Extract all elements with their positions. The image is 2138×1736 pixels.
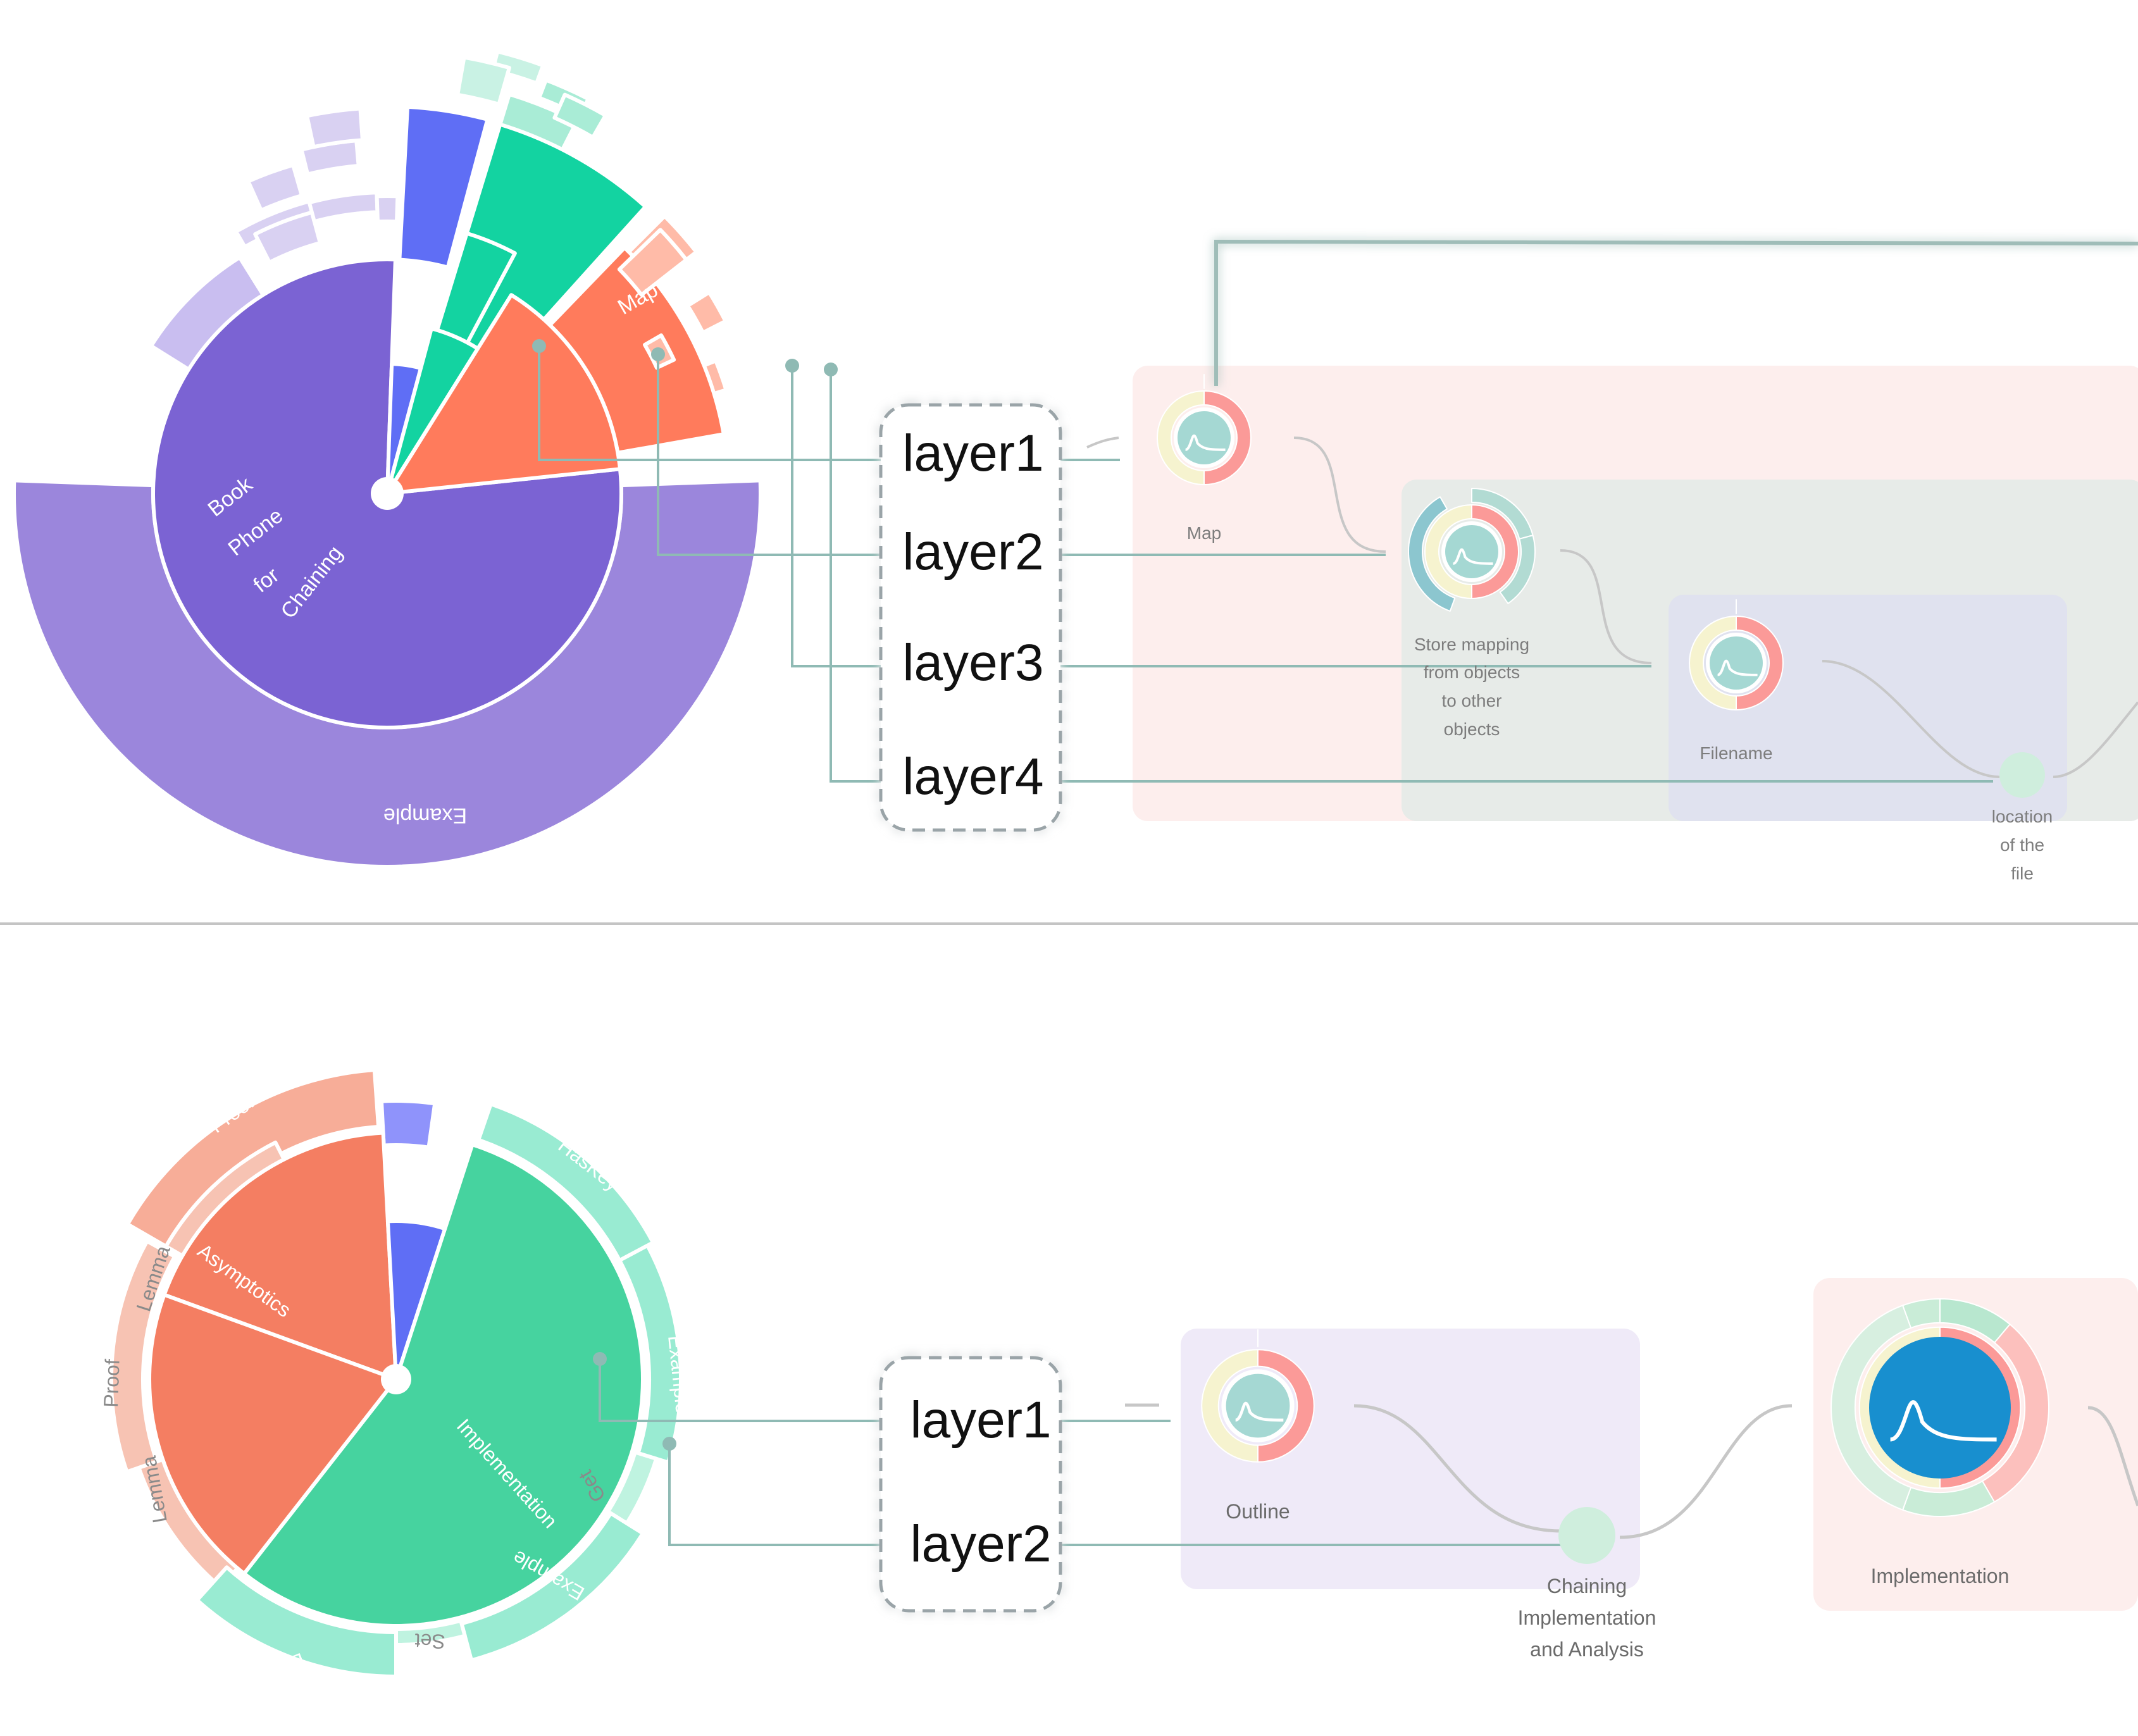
bottom-layer-connector-dots (593, 1352, 676, 1451)
node-label-store-mapping: Store mapping (1414, 635, 1529, 654)
top-panel: Book Phone for Chaining Map Example (12, 49, 2138, 883)
node-core-fill (1226, 1373, 1290, 1438)
node-ring-segment[interactable] (1424, 504, 1472, 599)
top-layer-connector-dots (532, 339, 838, 376)
node-store-mapping[interactable] (1408, 488, 1536, 612)
node-label-chaining: and Analysis (1530, 1638, 1644, 1661)
node-ring-segment[interactable] (1902, 1298, 1941, 1329)
sunburst-segment[interactable] (394, 1618, 467, 1647)
node-ring-segment[interactable] (1257, 1349, 1315, 1463)
layer-label[interactable]: layer2 (910, 1515, 1051, 1573)
bottom-node-links (1125, 1403, 2138, 1539)
node-label-map: Map (1187, 523, 1221, 543)
bottom-layer-connectors (599, 1359, 1563, 1546)
node-ring-segment[interactable] (1201, 1349, 1259, 1463)
node-ring-segment[interactable] (1408, 496, 1456, 612)
top-layer-legend-box (879, 403, 1062, 832)
top-node-labels: Map Store mapping from objects to other … (1187, 523, 2053, 883)
layer-label[interactable]: layer2 (902, 523, 1043, 581)
node-sparkline (1717, 659, 1758, 676)
node-ring-segment[interactable] (1157, 390, 1205, 485)
node-chaining[interactable] (1558, 1507, 1615, 1564)
feedback-connector (1214, 239, 2138, 386)
ring-label-example-bottom: Example (227, 1649, 308, 1699)
sunburst-segment[interactable] (242, 1143, 645, 1628)
node-ring-segment[interactable] (1830, 1305, 1912, 1511)
node-label-implementation: Implementation (1871, 1565, 2010, 1587)
top-sunburst-chart (12, 49, 762, 869)
node-sparkline (1234, 1401, 1284, 1422)
sunburst-segment[interactable] (685, 290, 728, 335)
sunburst-segment[interactable] (379, 1099, 437, 1150)
node-label-chaining: Implementation (1518, 1606, 1656, 1629)
node-label-outline: Outline (1226, 1500, 1290, 1523)
node-implementation[interactable] (1830, 1298, 2050, 1517)
node-label-store-mapping: objects (1444, 719, 1500, 739)
sunburst-segment[interactable] (385, 293, 622, 495)
node-ring-segment[interactable] (1689, 616, 1737, 710)
node-outline[interactable] (1201, 1329, 1315, 1463)
node-ring-segment[interactable] (1736, 616, 1784, 710)
node-core-fill (1445, 525, 1498, 578)
sunburst-segment[interactable] (195, 1565, 398, 1678)
sunburst-segment[interactable] (305, 106, 364, 149)
top-node-links (1086, 437, 2138, 778)
node-core-fill (1999, 752, 2045, 798)
node-core-fill (1178, 411, 1231, 464)
layer-label[interactable]: layer1 (902, 425, 1043, 482)
node-label-store-mapping: to other (1442, 691, 1502, 710)
sunburst-segment[interactable] (307, 190, 380, 224)
node-label-chaining: Chaining (1547, 1575, 1627, 1597)
top-layer-legend: layer1 layer2 layer3 layer4 (892, 424, 1049, 815)
layer-label[interactable]: layer4 (902, 748, 1043, 805)
sunburst-segment[interactable] (459, 1511, 645, 1663)
node-label-location: location (1992, 807, 2053, 826)
node-map[interactable] (1157, 374, 1252, 485)
layer-label[interactable]: layer3 (902, 634, 1043, 691)
node-core-fill (1869, 1337, 2011, 1479)
sunburst-segment[interactable] (109, 1239, 177, 1474)
sunburst-segment[interactable] (606, 1450, 659, 1525)
sunburst-segment[interactable] (552, 92, 607, 140)
sunburst-segment[interactable] (456, 55, 511, 106)
bottom-layer-legend: layer1 layer2 (898, 1386, 1052, 1582)
bottom-panel: Proof Asymptotics Lemma Proof Lemma HasK… (99, 1068, 2138, 1699)
node-sparkline (1889, 1400, 1997, 1442)
bottom-nodes (1201, 1298, 2050, 1564)
node-label-location: of the (2000, 835, 2044, 855)
node-sparkline (1184, 434, 1226, 451)
sunburst-segment[interactable] (253, 210, 322, 264)
sunburst-center (381, 1364, 411, 1394)
top-nodes (1157, 374, 2045, 798)
node-label-location: file (2011, 864, 2034, 883)
bottom-sunburst-chart (109, 1068, 683, 1678)
node-ring-segment[interactable] (1471, 504, 1519, 599)
ring-label-example: Example (383, 803, 467, 828)
node-label-store-mapping: from objects (1424, 662, 1520, 682)
sunburst-segment[interactable] (246, 163, 304, 213)
sunburst-segment[interactable] (617, 228, 688, 297)
node-sparkline (1452, 548, 1493, 565)
layer-label[interactable]: layer1 (910, 1391, 1051, 1449)
sunburst-segment[interactable] (375, 194, 400, 224)
node-location[interactable] (1999, 752, 2045, 798)
node-ring-segment[interactable] (1499, 535, 1536, 604)
sunburst-segment[interactable] (162, 1131, 398, 1381)
node-core-fill (1710, 636, 1763, 690)
bottom-node-labels: Outline Chaining Implementation and Anal… (1226, 1500, 2009, 1661)
node-core-fill (1558, 1507, 1615, 1564)
sunburst-segment[interactable] (397, 104, 490, 270)
node-ring-segment[interactable] (1203, 390, 1252, 485)
node-label-filename: Filename (1700, 743, 1772, 763)
sunburst-segment[interactable] (147, 1293, 398, 1576)
ring-label-set: Set (414, 1629, 445, 1653)
node-filename[interactable] (1689, 599, 1784, 710)
ring-label-proof-left: Proof (99, 1358, 124, 1408)
sunburst-center (371, 477, 404, 510)
